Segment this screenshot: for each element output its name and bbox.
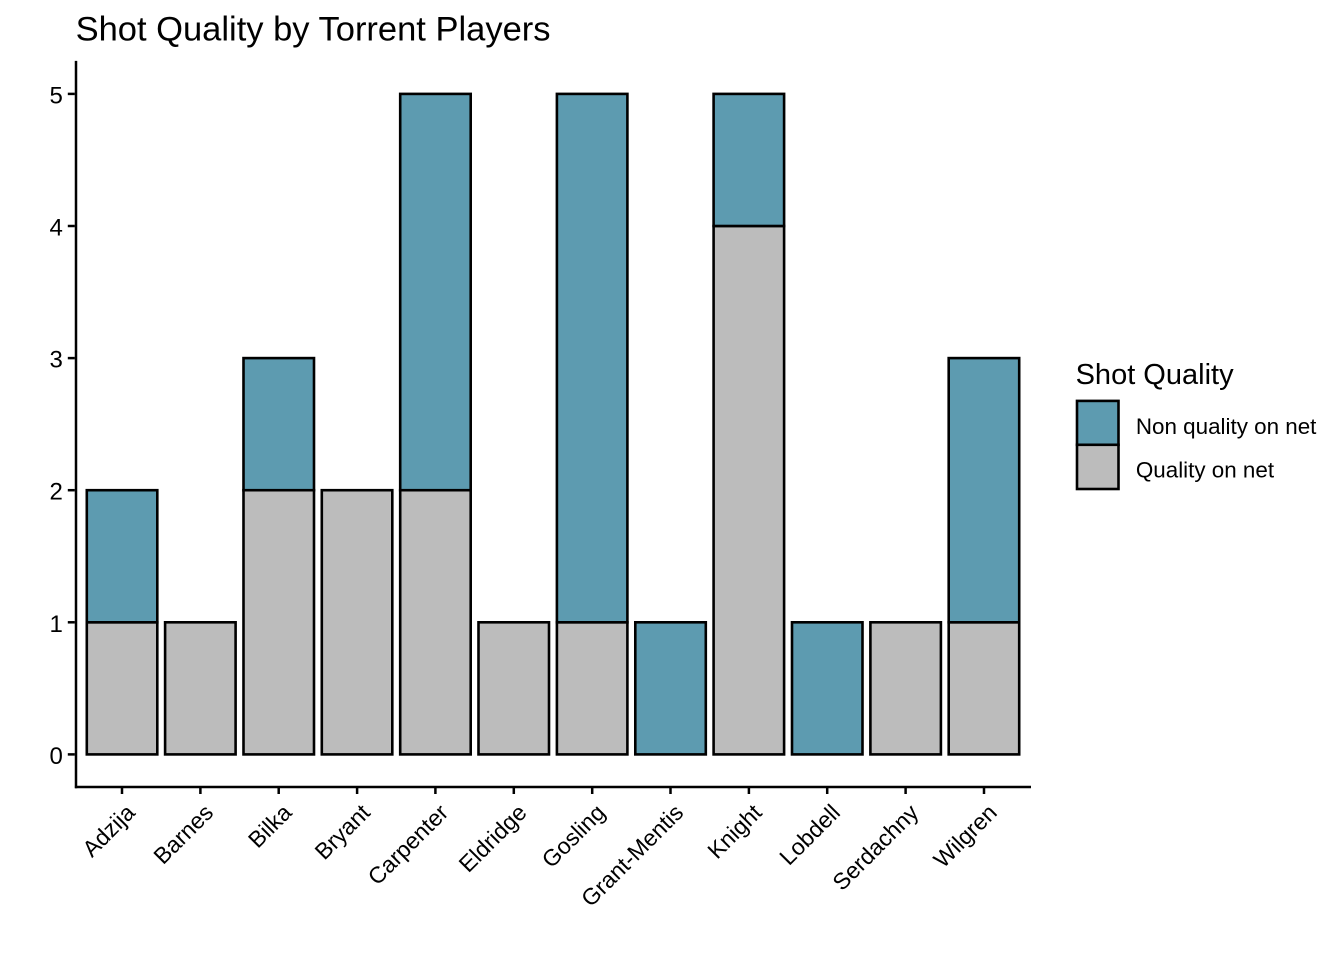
svg-text:5: 5 (49, 82, 62, 109)
svg-text:Shot Quality: Shot Quality (1076, 359, 1234, 391)
svg-text:2: 2 (49, 479, 62, 506)
svg-text:Non quality on net: Non quality on net (1136, 414, 1317, 439)
svg-text:0: 0 (49, 743, 62, 770)
svg-text:1: 1 (49, 611, 62, 638)
svg-text:Quality on net: Quality on net (1136, 457, 1275, 482)
svg-text:4: 4 (49, 215, 62, 242)
svg-text:Shot Quality by Torrent Player: Shot Quality by Torrent Players (76, 11, 551, 49)
svg-text:3: 3 (49, 347, 62, 374)
